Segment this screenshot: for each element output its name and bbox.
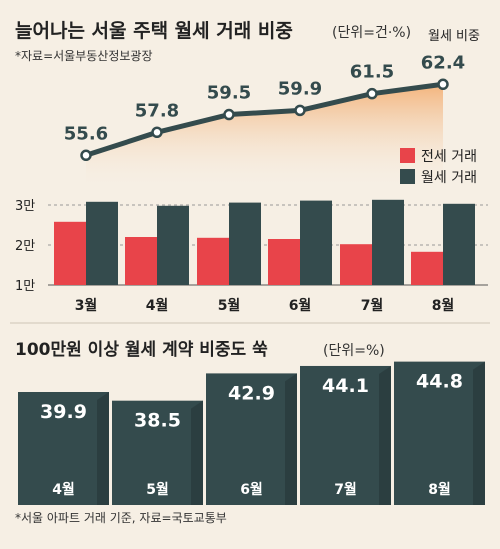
bar-x-tick-label: 6월	[289, 297, 312, 314]
line-point	[366, 87, 378, 100]
chart-title: 늘어나는 서울 주택 월세 거래 비중	[15, 20, 293, 42]
legend-swatch-jeonse	[400, 148, 415, 163]
bar-wolse	[300, 200, 332, 285]
line-series	[85, 81, 444, 158]
line-point	[437, 78, 449, 91]
bar-wolse	[229, 202, 261, 285]
chart2-title: 100만원 이상 월세 계약 비중도 쑥	[15, 339, 268, 360]
legend-label-jeonse: 전세 거래	[421, 149, 477, 165]
bar-jeonse	[197, 237, 229, 285]
chart2-unit: (단위=%)	[323, 343, 385, 359]
step-bar	[18, 392, 109, 505]
step-x-tick-label: 5월	[146, 481, 169, 498]
step-value-label: 44.8	[416, 371, 463, 393]
bar-x-tick-label: 7월	[361, 297, 384, 314]
legend: 전세 거래 월세 거래	[400, 148, 477, 186]
step-bar	[112, 400, 203, 505]
step-bar-shade	[191, 400, 203, 505]
bar-jeonse	[125, 237, 157, 285]
step-value-label: 42.9	[228, 382, 275, 404]
bar-wolse	[157, 205, 189, 285]
line-value-label: 57.8	[135, 100, 179, 121]
bar-x-tick-label: 4월	[146, 297, 169, 314]
step-value-label: 39.9	[40, 401, 87, 423]
step-bar-shade	[379, 365, 391, 505]
bar-wolse	[86, 201, 118, 285]
step-bar-chart: 39.9 4월 38.5 5월 42.9 6월 44.1 7월 44.8 8월	[18, 361, 485, 505]
line-value-label: 59.5	[207, 83, 251, 104]
bar-chart: 3월 4월 5월 6월 7월 8월	[54, 199, 475, 314]
step-value-label: 44.1	[322, 375, 369, 397]
bar-jeonse	[411, 251, 443, 285]
chart-source: *자료=서울부동산정보광장	[15, 49, 153, 63]
line-point	[223, 108, 235, 121]
bar-x-tick-label: 8월	[432, 297, 455, 314]
line-point	[80, 149, 92, 162]
bar-x-tick-label: 5월	[218, 297, 241, 314]
line-value-label: 55.6	[64, 123, 108, 144]
step-bar	[206, 373, 297, 505]
step-bar	[300, 365, 391, 505]
step-bar-shade	[473, 361, 485, 505]
bar-y-tick-label: 2만	[15, 239, 35, 254]
line-value-label: 61.5	[350, 62, 394, 83]
chart-unit: (단위=건·%)	[332, 25, 411, 41]
chart2-source: *서울 아파트 거래 기준, 자료=국토교통부	[15, 511, 227, 525]
step-x-tick-label: 8월	[428, 481, 451, 498]
line-value-label: 62.4	[421, 52, 465, 73]
step-x-tick-label: 4월	[52, 481, 75, 498]
line-chart: 55.6 57.8 59.5 59.9 61.5 62.4	[64, 52, 465, 190]
bar-wolse	[372, 199, 404, 285]
step-bar-shade	[97, 392, 109, 505]
legend-swatch-wolse	[400, 169, 415, 184]
step-bar-shade	[285, 373, 297, 505]
line-point	[151, 126, 163, 139]
legend-label-wolse: 월세 거래	[421, 170, 477, 186]
step-x-tick-label: 6월	[240, 481, 263, 498]
bar-jeonse	[340, 244, 372, 285]
step-bar	[394, 361, 485, 505]
bar-jeonse	[268, 239, 300, 285]
step-x-tick-label: 7월	[334, 481, 357, 498]
line-point	[294, 104, 306, 117]
line-value-label: 59.9	[278, 78, 322, 99]
bar-jeonse	[54, 221, 86, 285]
line-area-fill	[86, 84, 443, 190]
step-value-label: 38.5	[134, 410, 181, 432]
line-series-label: 월세 비중	[428, 29, 480, 44]
bar-wolse	[443, 203, 475, 285]
bar-y-tick-label: 1만	[15, 279, 35, 294]
bar-y-tick-label: 3만	[15, 199, 35, 214]
bar-x-tick-label: 3월	[75, 297, 98, 314]
